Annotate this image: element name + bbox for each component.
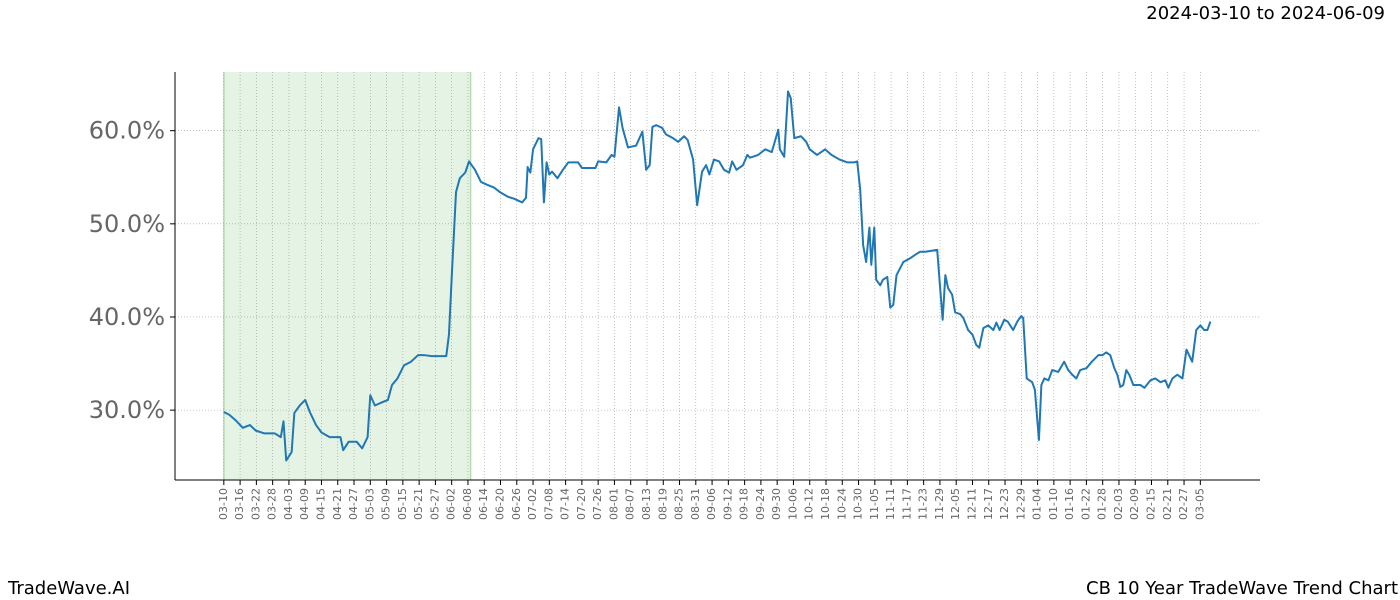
x-tick-label: 10-30 [852,488,865,520]
x-tick-label: 03-10 [217,488,230,520]
x-tick-label: 02-03 [1112,488,1125,520]
x-tick-label: 09-18 [738,488,751,520]
x-tick-label: 03-28 [266,488,279,520]
x-tick-label: 11-23 [917,488,930,520]
x-tick-label: 08-01 [607,488,620,520]
x-tick-label: 01-22 [1079,488,1092,520]
x-tick-label: 06-08 [461,488,474,520]
x-tick-label: 07-26 [591,488,604,520]
trend-line [223,90,1212,462]
x-tick-label: 11-17 [900,488,913,520]
x-tick-label: 05-27 [428,488,441,520]
x-tick-label: 03-05 [1193,488,1206,520]
x-tick-label: 03-16 [233,488,246,520]
x-tick-label: 10-24 [835,488,848,520]
x-tick-label: 01-04 [1031,488,1044,520]
x-tick-label: 11-11 [884,488,897,520]
y-tick-label: 50.0% [89,210,165,238]
x-tick-label: 04-15 [314,488,327,520]
x-tick-label: 07-08 [542,488,555,520]
x-tick-label: 04-27 [347,488,360,520]
x-tick-label: 05-15 [396,488,409,520]
x-tick-label: 03-22 [249,488,262,520]
y-tick-label: 60.0% [89,117,165,145]
x-tick-label: 10-06 [786,488,799,520]
x-tick-label: 12-11 [965,488,978,520]
x-tick-label: 08-31 [689,488,702,520]
x-tick-label: 09-06 [705,488,718,520]
x-tick-label: 02-09 [1128,488,1141,520]
x-tick-label: 01-10 [1047,488,1060,520]
x-tick-label: 04-09 [298,488,311,520]
x-tick-label: 02-15 [1145,488,1158,520]
x-tick-label: 01-28 [1096,488,1109,520]
brand: TradeWave.AI [7,578,130,599]
x-tick-label: 01-16 [1063,488,1076,520]
x-tick-label: 12-23 [998,488,1011,520]
x-tick-label: 09-30 [770,488,783,520]
x-tick-label: 06-26 [510,488,523,520]
highlight-region [223,72,471,480]
x-tick-label: 02-27 [1177,488,1190,520]
x-tick-label: 10-18 [819,488,832,520]
x-tick-label: 08-25 [673,488,686,520]
x-tick-label: 08-07 [624,488,637,520]
x-tick-label: 12-17 [982,488,995,520]
x-tick-label: 11-05 [868,488,881,520]
x-tick-label: 07-02 [526,488,539,520]
x-tick-label: 11-29 [933,488,946,520]
x-tick-label: 12-29 [1014,488,1027,520]
chart-title: CB 10 Year TradeWave Trend Chart [1086,578,1398,599]
x-tick-label: 04-03 [282,488,295,520]
x-tick-label: 05-09 [380,488,393,520]
x-tick-label: 10-12 [803,488,816,520]
date-range: 2024-03-10 to 2024-06-09 [1146,3,1385,24]
x-tick-label: 05-03 [363,488,376,520]
x-tick-label: 09-24 [754,488,767,520]
x-tick-label: 07-20 [575,488,588,520]
x-tick-label: 02-21 [1161,488,1174,520]
y-tick-label: 30.0% [89,396,165,424]
x-tick-label: 07-14 [559,488,572,520]
x-tick-label: 08-13 [640,488,653,520]
y-tick-label: 40.0% [89,303,165,331]
x-tick-label: 04-21 [331,488,344,520]
x-tick-label: 08-19 [656,488,669,520]
x-tick-label: 09-12 [721,488,734,520]
x-tick-label: 12-05 [949,488,962,520]
x-tick-label: 06-20 [494,488,507,520]
x-tick-label: 06-02 [445,488,458,520]
x-tick-label: 06-14 [477,488,490,520]
x-tick-label: 05-21 [412,488,425,520]
